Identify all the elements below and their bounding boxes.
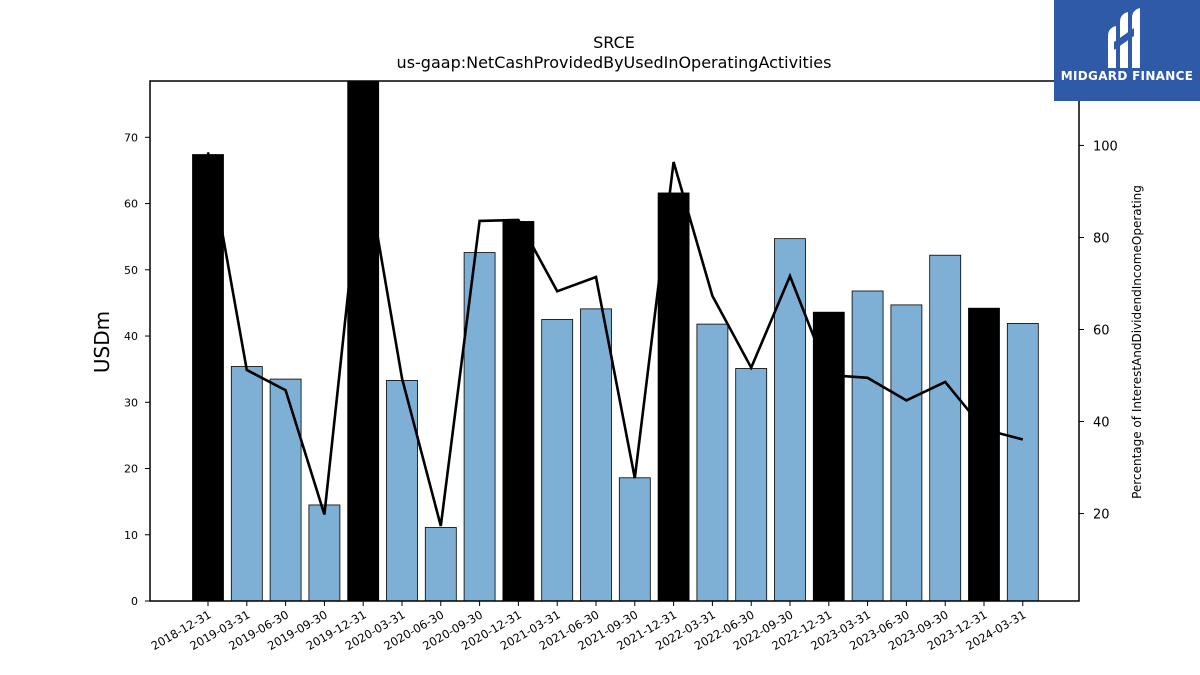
y-axis-label-left: USDm xyxy=(90,310,114,374)
percentage-line xyxy=(206,152,1024,527)
y-tick-label-right: 20 xyxy=(1093,508,1110,523)
bar xyxy=(192,154,224,602)
y-axis-label-right: Percentage of InterestAndDividendIncomeO… xyxy=(1130,185,1144,499)
bar xyxy=(386,380,418,602)
y-tick-label-left: 10 xyxy=(124,529,138,542)
bar xyxy=(618,477,651,602)
bar xyxy=(657,192,690,602)
bar xyxy=(735,368,768,602)
bar xyxy=(851,290,884,602)
chart-subtitle: us-gaap:NetCashProvidedByUsedInOperating… xyxy=(396,53,832,72)
brand-logo: MIDGARD FINANCE xyxy=(1054,0,1200,101)
bar xyxy=(580,308,612,602)
bar xyxy=(774,238,806,602)
y-tick-label-left: 70 xyxy=(124,131,138,144)
bar xyxy=(269,378,302,602)
y-tick-label-left: 50 xyxy=(124,264,138,277)
y-tick-label-left: 40 xyxy=(124,330,138,343)
bar xyxy=(890,304,923,602)
bar xyxy=(812,311,845,602)
chart-title: SRCE xyxy=(593,33,635,52)
bar xyxy=(929,254,962,602)
bar xyxy=(968,307,1000,602)
y-tick-label-left: 20 xyxy=(124,463,138,476)
plot-frame xyxy=(149,80,1080,602)
y-tick-label-left: 60 xyxy=(124,198,138,211)
bar xyxy=(696,323,729,602)
y-tick-label-right: 100 xyxy=(1093,139,1118,154)
bar xyxy=(502,221,535,602)
bar xyxy=(347,80,380,602)
bar xyxy=(230,366,263,602)
logo-mark-icon xyxy=(1108,8,1140,68)
y-tick-label-left: 30 xyxy=(124,396,138,409)
bar xyxy=(1006,323,1039,602)
y-tick-label-right: 80 xyxy=(1093,231,1110,246)
y-tick-label-left: 0 xyxy=(131,595,138,608)
y-tick-label-right: 40 xyxy=(1093,416,1110,431)
bar xyxy=(424,527,457,602)
bar xyxy=(308,504,341,602)
y-tick-label-right: 60 xyxy=(1093,323,1110,338)
logo-text: MIDGARD FINANCE xyxy=(1060,69,1194,83)
bar xyxy=(541,319,574,602)
